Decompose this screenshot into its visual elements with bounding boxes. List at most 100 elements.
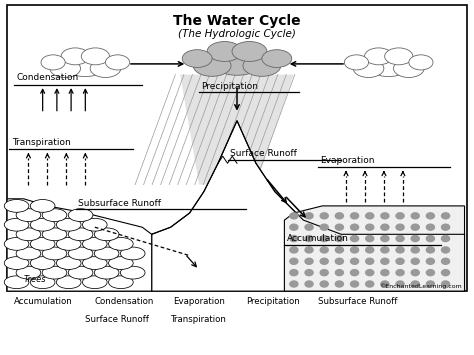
Circle shape — [366, 247, 374, 253]
Circle shape — [336, 224, 343, 230]
Circle shape — [427, 236, 435, 241]
Text: Evaporation: Evaporation — [320, 156, 374, 165]
Ellipse shape — [120, 266, 145, 279]
Polygon shape — [180, 75, 294, 185]
Ellipse shape — [182, 50, 212, 67]
Circle shape — [290, 224, 298, 230]
Text: Precipitation: Precipitation — [201, 82, 258, 91]
Text: Evaporation: Evaporation — [173, 297, 225, 306]
Text: Transpiration: Transpiration — [12, 138, 71, 147]
Circle shape — [366, 224, 374, 230]
Ellipse shape — [56, 218, 81, 231]
Ellipse shape — [68, 209, 93, 222]
Ellipse shape — [82, 237, 107, 250]
Text: Surface Runoff: Surface Runoff — [85, 315, 149, 324]
Circle shape — [396, 236, 404, 241]
Text: The Water Cycle: The Water Cycle — [173, 14, 301, 28]
Circle shape — [320, 258, 328, 264]
Circle shape — [396, 224, 404, 230]
Circle shape — [411, 281, 419, 287]
Ellipse shape — [262, 50, 292, 67]
Circle shape — [320, 281, 328, 287]
Polygon shape — [152, 121, 465, 291]
Circle shape — [336, 270, 343, 275]
Ellipse shape — [16, 209, 41, 222]
Circle shape — [305, 224, 313, 230]
Ellipse shape — [82, 218, 107, 231]
Circle shape — [442, 247, 450, 253]
Ellipse shape — [105, 55, 130, 70]
Ellipse shape — [210, 45, 264, 75]
Circle shape — [336, 281, 343, 287]
Ellipse shape — [41, 55, 65, 70]
Circle shape — [396, 258, 404, 264]
Text: Condensation: Condensation — [17, 73, 79, 82]
Ellipse shape — [366, 51, 411, 77]
Ellipse shape — [30, 200, 55, 212]
Circle shape — [427, 270, 435, 275]
Circle shape — [411, 247, 419, 253]
Ellipse shape — [16, 266, 41, 279]
Ellipse shape — [4, 257, 29, 269]
Circle shape — [320, 213, 328, 219]
Ellipse shape — [109, 276, 133, 289]
Circle shape — [290, 236, 298, 241]
Ellipse shape — [63, 51, 108, 77]
Circle shape — [396, 213, 404, 219]
Circle shape — [351, 258, 359, 264]
Ellipse shape — [94, 228, 119, 241]
Circle shape — [427, 224, 435, 230]
Circle shape — [336, 258, 343, 264]
Polygon shape — [284, 206, 465, 291]
Circle shape — [305, 258, 313, 264]
Circle shape — [290, 281, 298, 287]
Text: Precipitation: Precipitation — [246, 297, 300, 306]
Circle shape — [351, 281, 359, 287]
Ellipse shape — [94, 266, 119, 279]
Circle shape — [366, 236, 374, 241]
Circle shape — [290, 270, 298, 275]
Text: Surface Runoff: Surface Runoff — [230, 149, 297, 158]
Circle shape — [290, 258, 298, 264]
Circle shape — [411, 258, 419, 264]
Text: Condensation: Condensation — [95, 297, 154, 306]
Ellipse shape — [16, 247, 41, 260]
Ellipse shape — [393, 59, 424, 77]
Ellipse shape — [207, 42, 242, 61]
Circle shape — [351, 213, 359, 219]
Ellipse shape — [68, 247, 93, 260]
Circle shape — [320, 224, 328, 230]
Circle shape — [442, 258, 450, 264]
Circle shape — [442, 281, 450, 287]
Circle shape — [351, 270, 359, 275]
Ellipse shape — [4, 276, 29, 289]
Circle shape — [411, 224, 419, 230]
Ellipse shape — [4, 200, 29, 212]
Ellipse shape — [42, 228, 67, 241]
Text: Subsurface Runoff: Subsurface Runoff — [318, 297, 397, 306]
Ellipse shape — [82, 257, 107, 269]
Ellipse shape — [61, 48, 89, 65]
Ellipse shape — [94, 247, 119, 260]
Circle shape — [290, 213, 298, 219]
Circle shape — [427, 281, 435, 287]
Circle shape — [351, 224, 359, 230]
Circle shape — [427, 258, 435, 264]
Circle shape — [336, 213, 343, 219]
Circle shape — [336, 236, 343, 241]
Ellipse shape — [409, 55, 433, 70]
Ellipse shape — [82, 48, 109, 65]
Circle shape — [442, 236, 450, 241]
Circle shape — [305, 270, 313, 275]
Circle shape — [381, 281, 389, 287]
Text: Accumulation: Accumulation — [287, 234, 349, 243]
Circle shape — [320, 247, 328, 253]
Circle shape — [396, 270, 404, 275]
Circle shape — [366, 270, 374, 275]
Circle shape — [366, 258, 374, 264]
Circle shape — [411, 236, 419, 241]
Bar — [7, 5, 467, 291]
Ellipse shape — [30, 218, 55, 231]
Ellipse shape — [365, 48, 392, 65]
Ellipse shape — [109, 257, 133, 269]
